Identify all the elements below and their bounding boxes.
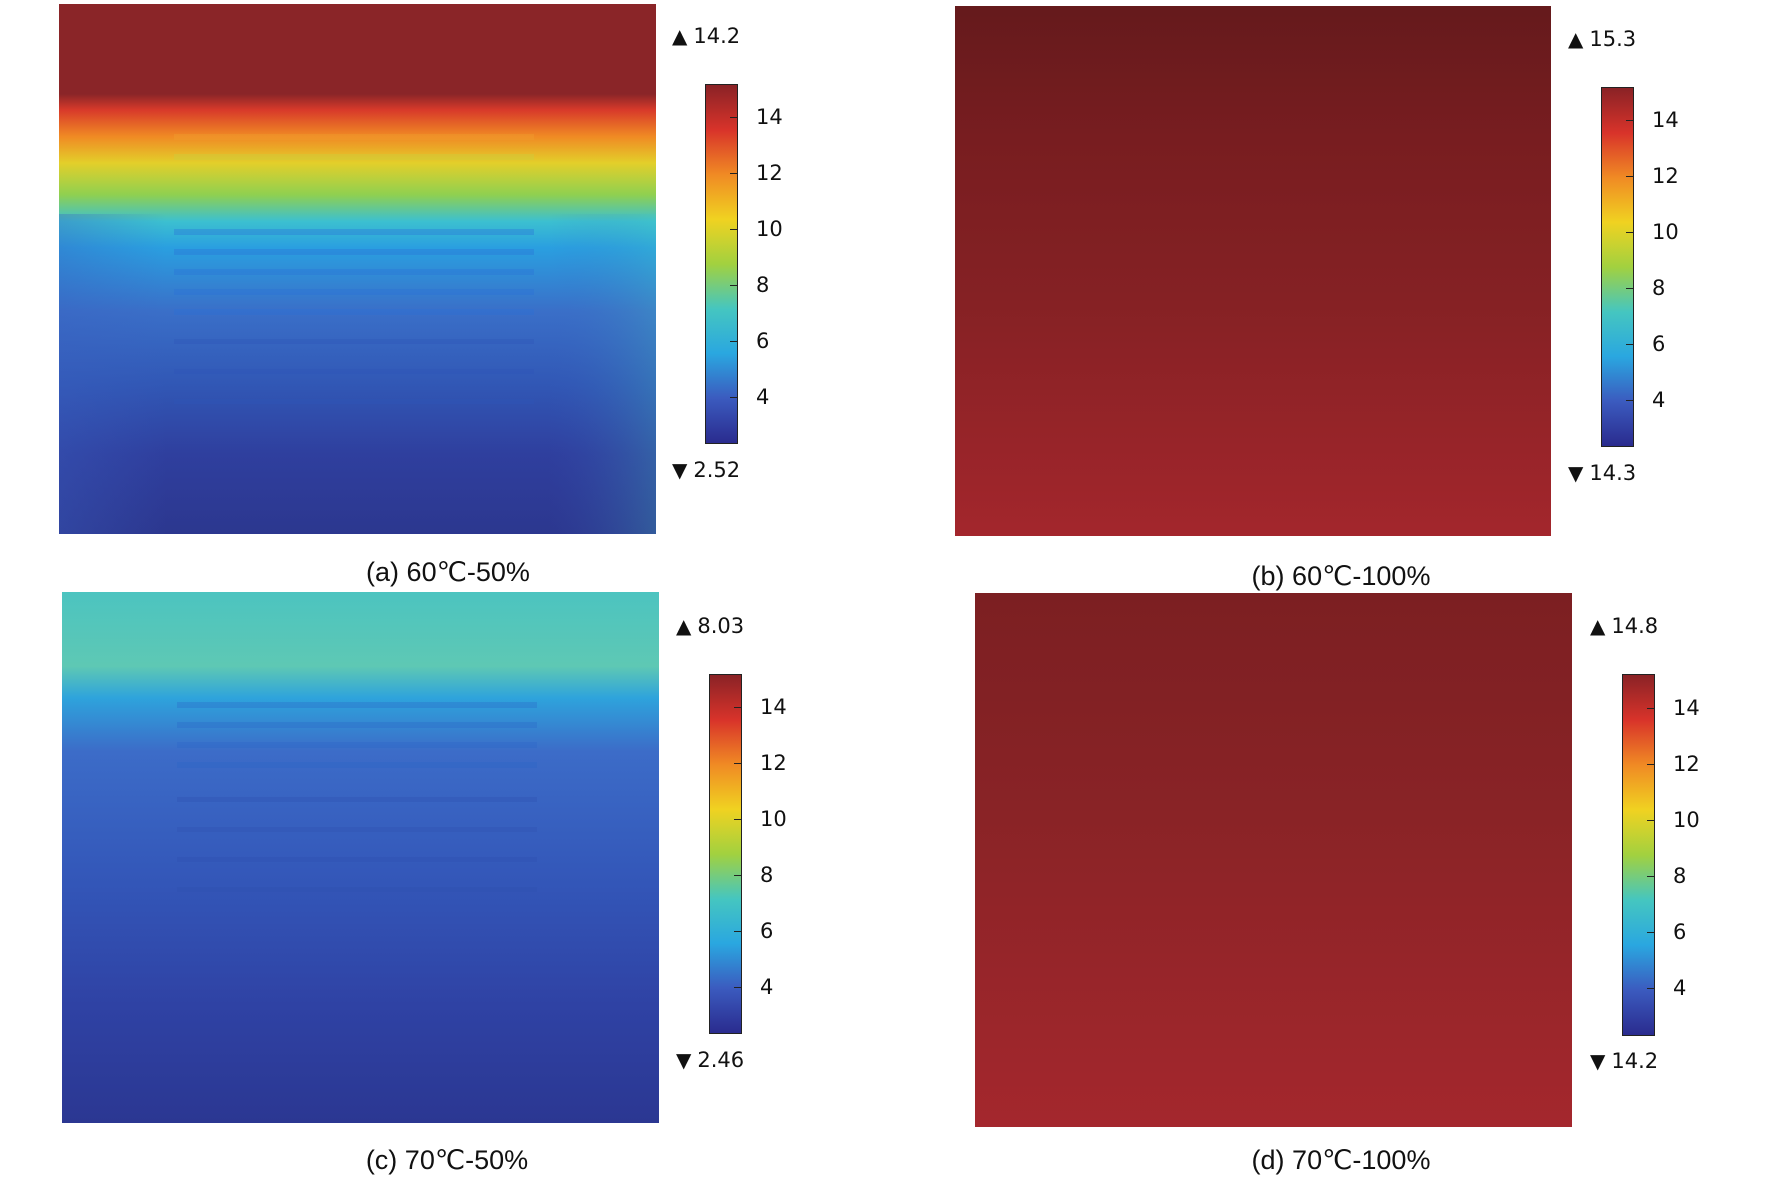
colorbar-tick-label: 6	[1652, 331, 1666, 356]
colorbar-tick-mark	[1647, 988, 1655, 990]
max-arrow-icon: ▲	[1590, 614, 1606, 638]
min-label-c: ▼ 2.46	[676, 1048, 745, 1072]
colorbar-tick-label: 10	[760, 807, 787, 832]
colorbar-tick-mark	[730, 117, 738, 119]
max-label-a: ▲ 14.2	[672, 24, 741, 48]
max-arrow-icon: ▲	[672, 24, 688, 48]
colorbar-tick-label: 14	[760, 695, 787, 720]
colorbar-tick-label: 8	[1652, 275, 1666, 300]
colorbar-ticks-d: 14 12 10 8 6 4	[1647, 674, 1715, 1036]
min-arrow-icon: ▼	[676, 1048, 692, 1072]
colorbar-ticks-b: 14 12 10 8 6 4	[1626, 87, 1694, 447]
colorbar-tick-mark	[1647, 932, 1655, 934]
colorbar-tick-mark	[730, 229, 738, 231]
colorbar-tick-label: 12	[760, 751, 787, 776]
min-arrow-icon: ▼	[1568, 461, 1584, 485]
min-label-d: ▼ 14.2	[1590, 1049, 1659, 1073]
colorbar-tick-mark	[734, 930, 742, 932]
max-label-d: ▲ 14.8	[1590, 614, 1659, 638]
colorbar-tick-mark	[1626, 287, 1634, 289]
colorbar-tick-label: 12	[1652, 164, 1679, 189]
min-arrow-icon: ▼	[1590, 1049, 1606, 1073]
colorbar-d	[1622, 674, 1655, 1036]
colorbar-tick-label: 4	[1673, 976, 1687, 1001]
coil-stripes-c	[177, 702, 537, 892]
colorbar-tick-label: 14	[1673, 695, 1700, 720]
temperature-field-c	[62, 592, 659, 1123]
caption-c: (c) 70℃-50%	[365, 1145, 529, 1175]
max-arrow-icon: ▲	[1568, 27, 1584, 51]
colorbar-tick-label: 4	[756, 384, 770, 409]
colorbar-tick-mark	[1647, 819, 1655, 821]
colorbar-ticks-c: 14 12 10 8 6 4	[734, 674, 802, 1034]
caption-d: (d) 70℃-100%	[1251, 1145, 1431, 1175]
min-arrow-icon: ▼	[672, 458, 688, 482]
colorbar-tick-label: 8	[760, 862, 774, 887]
colorbar-tick-mark	[734, 874, 742, 876]
coil-stripes-a	[174, 134, 534, 404]
colorbar-tick-label: 14	[1652, 108, 1679, 133]
colorbar-tick-mark	[730, 340, 738, 342]
colorbar-tick-mark	[1626, 232, 1634, 234]
colorbar-tick-mark	[730, 284, 738, 286]
colorbar-tick-mark	[1647, 763, 1655, 765]
colorbar-tick-mark	[1626, 120, 1634, 122]
colorbar-tick-label: 4	[760, 974, 774, 999]
max-arrow-icon: ▲	[676, 614, 692, 638]
max-label-b: ▲ 15.3	[1568, 27, 1637, 51]
colorbar-ticks-a: 14 12 10 8 6 4	[730, 84, 798, 444]
colorbar-tick-label: 10	[1673, 807, 1700, 832]
temperature-field-b	[955, 6, 1551, 536]
caption-a: (a) 60℃-50%	[366, 557, 530, 587]
colorbar-tick-mark	[734, 707, 742, 709]
colorbar-tick-mark	[734, 819, 742, 821]
colorbar-tick-mark	[1626, 176, 1634, 178]
colorbar-c	[709, 674, 742, 1034]
colorbar-tick-label: 14	[756, 105, 783, 130]
colorbar-tick-label: 6	[1673, 920, 1687, 945]
colorbar-tick-mark	[734, 986, 742, 988]
colorbar-b	[1601, 87, 1634, 447]
colorbar-tick-label: 10	[756, 217, 783, 242]
colorbar-tick-label: 12	[1673, 751, 1700, 776]
colorbar-tick-mark	[1626, 343, 1634, 345]
caption-b: (b) 60℃-100%	[1251, 561, 1431, 591]
min-label-a: ▼ 2.52	[672, 458, 741, 482]
temperature-field-d	[975, 593, 1572, 1127]
colorbar-a	[705, 84, 738, 444]
max-label-c: ▲ 8.03	[676, 614, 745, 638]
colorbar-tick-mark	[1647, 876, 1655, 878]
colorbar-tick-label: 8	[756, 272, 770, 297]
colorbar-tick-label: 10	[1652, 220, 1679, 245]
colorbar-tick-mark	[1626, 399, 1634, 401]
colorbar-tick-label: 8	[1673, 864, 1687, 889]
colorbar-tick-mark	[1647, 707, 1655, 709]
colorbar-tick-label: 4	[1652, 387, 1666, 412]
colorbar-tick-label: 6	[756, 328, 770, 353]
temperature-field-a	[59, 4, 656, 534]
colorbar-tick-label: 6	[760, 918, 774, 943]
colorbar-tick-mark	[730, 173, 738, 175]
colorbar-tick-mark	[734, 763, 742, 765]
min-label-b: ▼ 14.3	[1568, 461, 1637, 485]
colorbar-tick-label: 12	[756, 161, 783, 186]
colorbar-tick-mark	[730, 396, 738, 398]
